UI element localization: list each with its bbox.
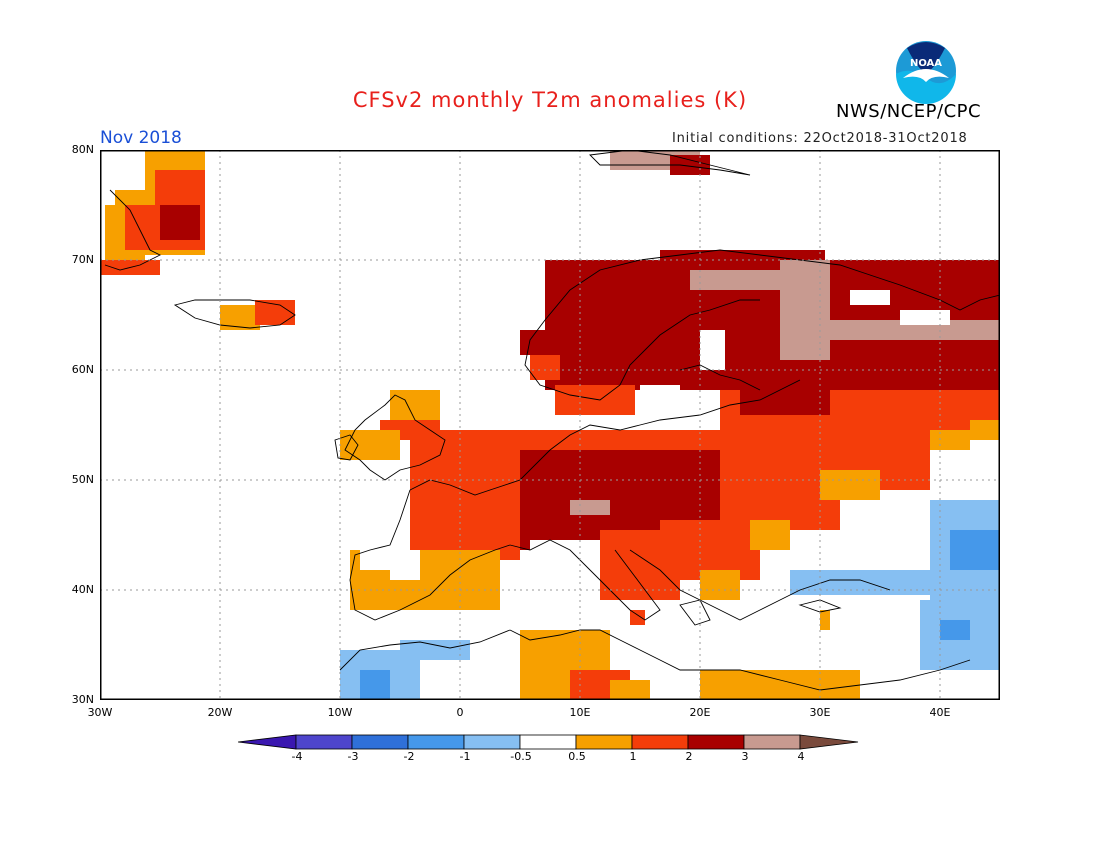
colorbar-tick: -2 — [403, 750, 415, 763]
lon-label-0: 0 — [456, 706, 464, 719]
lon-label-20w: 20W — [207, 706, 233, 719]
colorbar-tick: 4 — [797, 750, 805, 763]
colorbar-tick: -4 — [291, 750, 303, 763]
colorbar-tick: -3 — [347, 750, 359, 763]
colorbar — [238, 734, 859, 750]
valid-month-label: Nov 2018 — [100, 128, 182, 148]
lon-label-40e: 40E — [929, 706, 951, 719]
colorbar-segment — [407, 734, 465, 750]
graticule — [100, 150, 1000, 700]
coastlines — [104, 150, 1000, 691]
lon-label-10w: 10W — [327, 706, 353, 719]
colorbar-segment — [687, 734, 745, 750]
colorbar-tick: -1 — [459, 750, 471, 763]
lat-label-80n: 80N — [71, 143, 94, 156]
lon-label-20e: 20E — [689, 706, 711, 719]
lon-label-30e: 30E — [809, 706, 831, 719]
noaa-logo-text: NOAA — [910, 58, 942, 69]
colorbar-segment — [519, 734, 577, 750]
colorbar-tick: 3 — [741, 750, 749, 763]
anomaly-map — [100, 150, 1000, 700]
colorbar-segment — [463, 734, 521, 750]
lon-label-10e: 10E — [569, 706, 591, 719]
map-title: CFSv2 monthly T2m anomalies (K) — [352, 88, 748, 112]
initial-conditions-label: Initial conditions: 22Oct2018-31Oct2018 — [672, 131, 968, 146]
colorbar-arrow-low — [238, 734, 297, 750]
agency-label: NWS/NCEP/CPC — [836, 101, 982, 122]
lat-label-50n: 50N — [71, 473, 94, 486]
anomaly-cells — [100, 150, 1000, 700]
colorbar-tick: 2 — [685, 750, 693, 763]
colorbar-segment — [575, 734, 633, 750]
lat-label-70n: 70N — [71, 253, 94, 266]
colorbar-segment — [631, 734, 689, 750]
colorbar-segment — [295, 734, 353, 750]
lat-label-30n: 30N — [71, 693, 94, 706]
colorbar-tick: -0.5 — [510, 750, 532, 763]
map-frame — [100, 150, 1000, 700]
colorbar-tick: 1 — [629, 750, 637, 763]
colorbar-segment — [743, 734, 801, 750]
colorbar-arrow-high — [799, 734, 859, 750]
lon-label-30w: 30W — [87, 706, 113, 719]
noaa-logo: NOAA — [894, 39, 958, 104]
lat-label-60n: 60N — [71, 363, 94, 376]
colorbar-segment — [351, 734, 409, 750]
colorbar-tick: 0.5 — [568, 750, 586, 763]
lat-label-40n: 40N — [71, 583, 94, 596]
